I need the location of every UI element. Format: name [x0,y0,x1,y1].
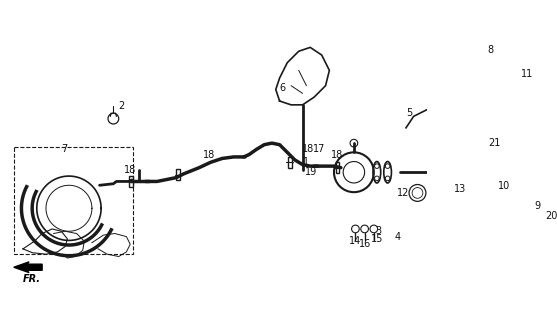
Text: 6: 6 [280,83,286,93]
Text: 4: 4 [394,232,400,242]
Text: 13: 13 [455,184,467,194]
Text: 2: 2 [119,101,125,111]
Text: 5: 5 [406,108,412,117]
Text: 1: 1 [302,157,309,167]
Text: 21: 21 [488,138,501,148]
Text: 7: 7 [61,144,67,154]
Text: 14: 14 [349,236,361,246]
Text: 18: 18 [203,150,215,160]
Text: FR.: FR. [23,274,41,284]
Text: 15: 15 [371,234,383,244]
Text: 8: 8 [487,45,494,55]
Polygon shape [14,262,42,273]
Text: 20: 20 [545,211,557,221]
Text: 9: 9 [535,201,541,211]
Bar [288,157,292,168]
Text: 18: 18 [124,165,136,175]
Bar [129,176,133,187]
Text: 3: 3 [375,226,382,236]
Bar [335,162,339,173]
Text: 17: 17 [312,144,325,154]
Text: 10: 10 [498,181,510,191]
Bar [14,147,133,254]
Text: 19: 19 [305,167,317,177]
Text: 11: 11 [521,69,533,79]
Bar [176,169,180,180]
Text: 18: 18 [302,144,314,154]
Text: 16: 16 [359,239,371,249]
Text: 12: 12 [397,188,409,198]
Text: 18: 18 [331,150,343,160]
